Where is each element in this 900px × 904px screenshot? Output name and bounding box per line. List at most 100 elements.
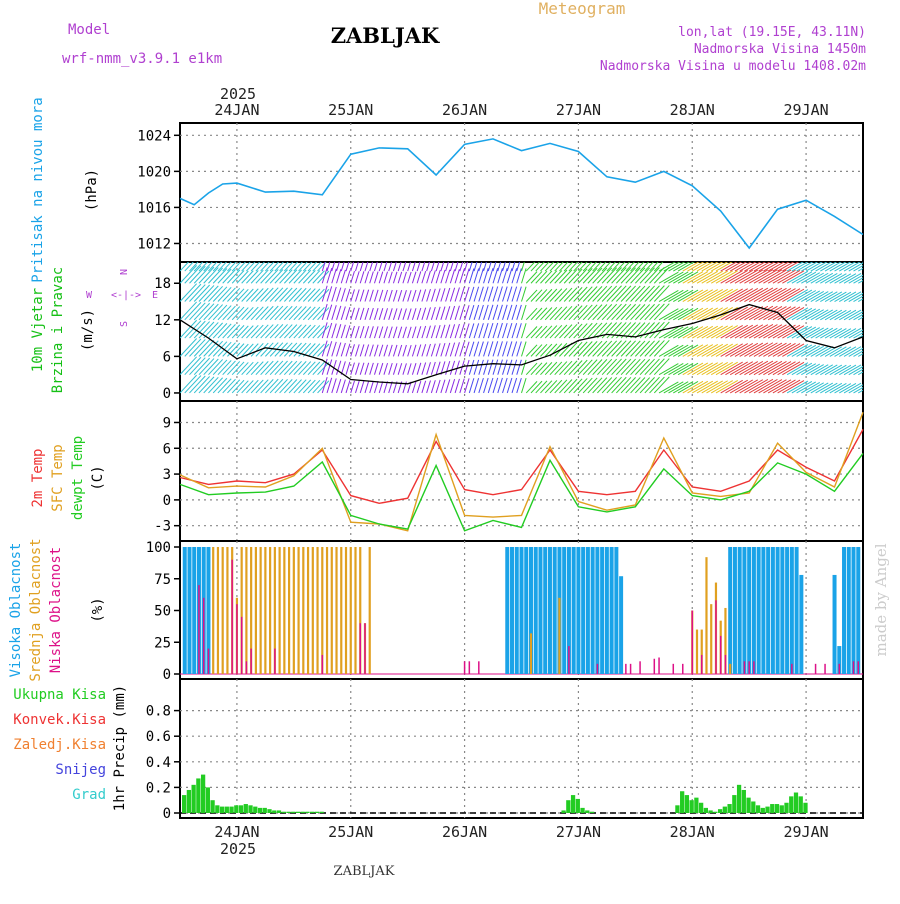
wind-barb: [468, 268, 475, 284]
wind-barb: [597, 267, 613, 284]
wind-barb: [265, 342, 279, 357]
wind-barb: [193, 339, 211, 357]
wind-barb: [715, 361, 738, 376]
wind-barb: [758, 269, 783, 284]
wind-barb: [426, 307, 431, 320]
wind-barb: [492, 322, 499, 339]
cloud-bar: [780, 547, 785, 674]
precip-bar: [243, 804, 248, 813]
wind-barb: [231, 343, 245, 357]
wind-barb: [180, 319, 197, 339]
wind-barb: [203, 376, 219, 394]
wind-barb: [843, 309, 862, 321]
wind-barb: [649, 303, 665, 321]
wind-barb: [763, 379, 787, 394]
wind-barb: [568, 287, 583, 302]
wind-barb: [796, 308, 817, 321]
wind-barb: [563, 287, 578, 302]
precip-ylabel: 1hr Precip (mm): [112, 685, 128, 811]
wind-barb: [293, 262, 303, 272]
wind-barb: [269, 287, 284, 302]
wind-barb: [336, 324, 342, 339]
wind-barb: [834, 262, 852, 272]
wind-barb: [255, 287, 269, 302]
wind-barb: [359, 289, 365, 302]
wind-barb: [231, 306, 245, 321]
cloud-bar: [609, 547, 614, 674]
wind-barb: [786, 362, 809, 376]
precip-bar: [717, 809, 723, 813]
wind-barb: [521, 377, 527, 394]
precip-bar: [210, 800, 215, 813]
wind-barb: [265, 323, 279, 339]
wind-barb: [184, 320, 202, 339]
wind-barb: [549, 262, 560, 272]
wind-barb: [677, 381, 699, 394]
wind-barb: [744, 269, 769, 284]
precip-bar: [779, 805, 784, 813]
wind-barb: [435, 270, 441, 284]
wind-barb: [601, 262, 612, 272]
wind-barb: [805, 272, 824, 284]
wind-barb: [312, 262, 322, 272]
cloud-bar: [785, 547, 790, 674]
wind-barb: [492, 304, 499, 320]
wind-barb: [430, 343, 436, 357]
precip-bar: [760, 807, 765, 813]
wind-barb: [497, 322, 503, 339]
cloud-bar: [566, 547, 571, 674]
y-tick-label: 0.2: [146, 780, 171, 796]
wind-barb: [293, 287, 307, 302]
wind-barb: [231, 270, 245, 284]
wind-barb: [630, 304, 646, 321]
wind-barb: [473, 304, 480, 320]
wind-barb: [516, 341, 522, 357]
wind-barb: [668, 362, 689, 376]
wind-barb: [587, 340, 603, 357]
wind-barb: [710, 270, 733, 284]
wind-barb: [824, 364, 843, 376]
precip-bar: [732, 795, 737, 813]
wind-barb: [231, 379, 245, 394]
wind-barb: [506, 286, 513, 302]
cloud-bar: [789, 547, 794, 674]
wind-barb: [506, 304, 513, 320]
cloud-bar: [325, 547, 329, 674]
wind-barb: [487, 286, 494, 302]
wind-barb: [511, 262, 516, 272]
precip-bar: [305, 811, 310, 813]
legend-konvek: Konvek.Kisa: [13, 712, 106, 728]
wind-barb: [748, 342, 774, 357]
wind-barb: [497, 341, 503, 357]
wind-barb: [530, 362, 543, 376]
wind-barb: [250, 361, 264, 376]
cloud-bar: [505, 547, 510, 674]
wind-barb: [687, 325, 709, 339]
wind-barb: [720, 270, 743, 284]
wind-barb: [454, 342, 460, 357]
wind-barb: [307, 379, 321, 394]
wind-barb: [383, 381, 389, 394]
wind-barb: [250, 324, 264, 339]
wind-barb: [644, 303, 660, 321]
wind-barb: [601, 303, 618, 321]
cloud-bar: [316, 547, 319, 674]
wind-barb: [421, 380, 427, 394]
wind-barb: [615, 262, 626, 272]
wind-barb: [559, 287, 573, 302]
wind-barb: [611, 340, 627, 357]
wind-barb: [302, 343, 316, 357]
wind-barb: [364, 326, 370, 339]
wind-barb: [535, 262, 545, 272]
wind-barb: [696, 325, 719, 339]
precip-bar: [694, 797, 699, 813]
wind-barb: [222, 269, 236, 284]
wind-barb: [549, 306, 563, 321]
wind-barb: [449, 342, 456, 357]
wind-barb: [293, 269, 307, 284]
wind-barb: [302, 306, 316, 321]
wind-barb: [388, 271, 393, 284]
wind-barb: [426, 325, 431, 339]
wind-barb: [350, 380, 355, 394]
wind-barb: [180, 356, 197, 376]
